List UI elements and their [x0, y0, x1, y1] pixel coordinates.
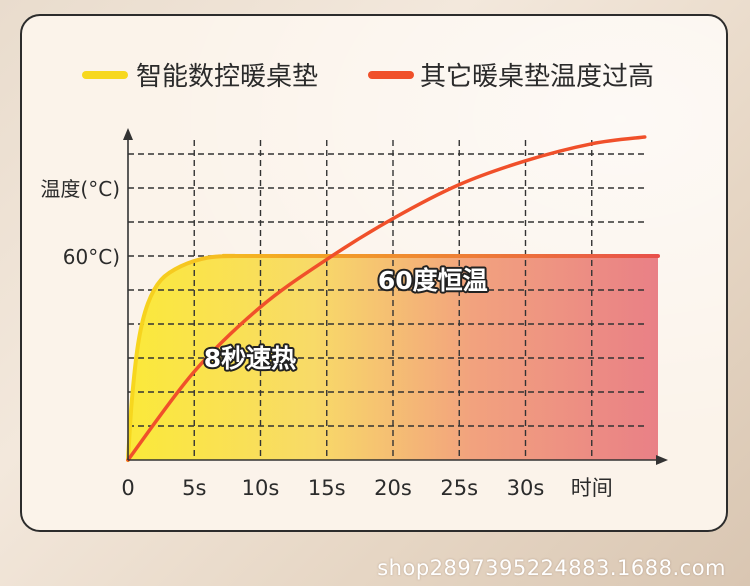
legend: 智能数控暖桌垫 其它暖桌垫温度过高: [82, 62, 654, 92]
annotations: 8秒速热 60度恒温: [202, 264, 490, 375]
x-tick-2: 10s: [242, 476, 280, 500]
legend-label-1: 其它暖桌垫温度过高: [420, 62, 654, 92]
x-tick-6: 30s: [507, 476, 545, 500]
x-tick-4: 20s: [374, 476, 412, 500]
series-line-other: [126, 135, 647, 462]
axis-labels: 0 5s 10s 15s 20s 25s 30s 时间 温度(°C) 60°C): [40, 177, 612, 500]
annotation-1: 60度恒温: [378, 266, 488, 295]
y-axis-label: 温度(°C): [40, 177, 120, 201]
watermark: shop2897395224883.1688.com: [377, 556, 726, 580]
x-tick-3: 15s: [308, 476, 346, 500]
x-tick-1: 5s: [182, 476, 206, 500]
x-tick-0: 0: [121, 476, 134, 500]
x-axis-arrow: [656, 455, 668, 465]
x-tick-5: 25s: [440, 476, 478, 500]
axes: [123, 128, 668, 465]
x-axis-label: 时间: [571, 476, 613, 500]
chart-card: 智能数控暖桌垫 其它暖桌垫温度过高 0 5s 10s 15s 20s 25s 30s 时间 温度(…: [20, 14, 728, 532]
temperature-chart: 智能数控暖桌垫 其它暖桌垫温度过高 0 5s 10s 15s 20s 25s 30s 时间 温度(…: [40, 62, 668, 500]
y-axis-arrow: [123, 128, 133, 140]
series-line-smart: [126, 253, 660, 462]
legend-label-0: 智能数控暖桌垫: [136, 62, 318, 92]
annotation-0: 8秒速热: [204, 344, 296, 373]
y-marker-label: 60°C): [63, 245, 120, 269]
